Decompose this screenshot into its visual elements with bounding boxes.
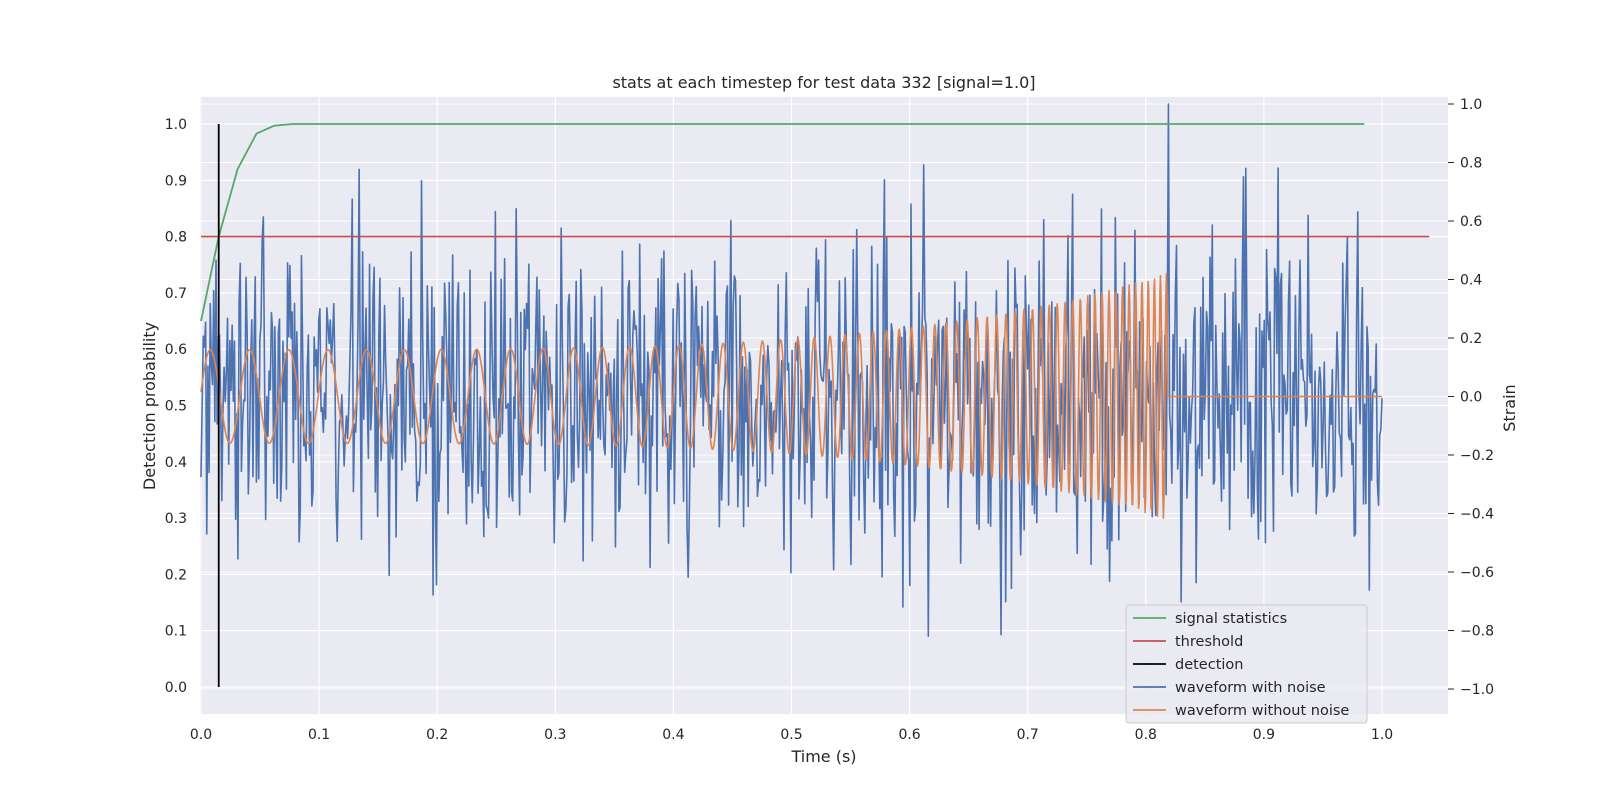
right-y-tick-label: −1.0 (1460, 682, 1494, 698)
right-y-tick-label: −0.6 (1460, 565, 1494, 581)
x-tick-label: 0.0 (190, 727, 212, 743)
legend-label-waveform-without-noise: waveform without noise (1175, 703, 1349, 719)
x-tick-label: 1.0 (1371, 727, 1393, 743)
legend-label-waveform-with-noise: waveform with noise (1175, 680, 1326, 696)
legend: signal statistics threshold detection wa… (1125, 604, 1368, 724)
right-y-tick-label: 0.0 (1460, 390, 1482, 406)
left-y-axis-title: Detection probability (140, 322, 159, 490)
left-y-tick-label: 0.6 (165, 342, 187, 358)
x-tick-label: 0.2 (426, 727, 448, 743)
x-tick-label: 0.3 (544, 727, 566, 743)
left-y-tick-label: 1.0 (165, 117, 187, 133)
x-axis-ticks: 0.0 0.1 0.2 0.3 0.4 0.5 0.6 0.7 0.8 0.9 1.0 (190, 727, 1393, 743)
right-y-tick-label: −0.2 (1460, 448, 1494, 464)
left-y-tick-label: 0.3 (165, 511, 187, 527)
left-y-axis-ticks: 0.0 0.1 0.2 0.3 0.4 0.5 0.6 0.7 0.8 0.9 1.0 (165, 117, 187, 696)
legend-label-detection: detection (1175, 657, 1243, 673)
left-y-tick-label: 0.5 (165, 399, 187, 415)
left-y-tick-label: 0.8 (165, 230, 187, 246)
series-layer (200, 103, 1430, 687)
x-tick-label: 0.7 (1017, 727, 1039, 743)
x-axis-title: Time (s) (790, 747, 856, 766)
left-y-tick-label: 0.4 (165, 455, 187, 471)
legend-label-threshold: threshold (1175, 634, 1243, 650)
right-y-tick-label: 0.4 (1460, 273, 1482, 289)
x-tick-label: 0.8 (1135, 727, 1157, 743)
left-y-tick-label: 0.2 (165, 567, 187, 583)
legend-box (1125, 604, 1368, 724)
right-y-axis-title: Strain (1500, 384, 1519, 431)
right-y-tick-label: 0.6 (1460, 214, 1482, 230)
x-tick-label: 0.9 (1253, 727, 1275, 743)
right-y-tick-label: −0.4 (1460, 507, 1494, 523)
x-tick-label: 0.6 (898, 727, 920, 743)
x-tick-label: 0.1 (308, 727, 330, 743)
left-y-tick-label: 0.0 (165, 680, 187, 696)
right-y-axis-ticks: −1.0 −0.8 −0.6 −0.4 −0.2 0.0 0.2 0.4 0.6 0.8 1.0 (1448, 97, 1494, 698)
series-line-waveform-with-noise (200, 103, 1383, 637)
right-y-tick-label: −0.8 (1460, 624, 1494, 640)
legend-label-signal-statistics: signal statistics (1175, 611, 1287, 627)
right-y-tick-label: 0.2 (1460, 331, 1482, 347)
right-y-tick-label: 1.0 (1460, 97, 1482, 113)
x-tick-label: 0.4 (662, 727, 684, 743)
x-tick-label: 0.5 (780, 727, 802, 743)
right-y-tick-label: 0.8 (1460, 156, 1482, 172)
left-y-tick-label: 0.1 (165, 624, 187, 640)
chart-title: stats at each timestep for test data 332… (612, 73, 1035, 92)
series-line-signal-statistics (200, 123, 1365, 322)
left-y-tick-label: 0.9 (165, 173, 187, 189)
series-line-waveform-without-noise (200, 273, 1383, 519)
left-y-tick-label: 0.7 (165, 286, 187, 302)
